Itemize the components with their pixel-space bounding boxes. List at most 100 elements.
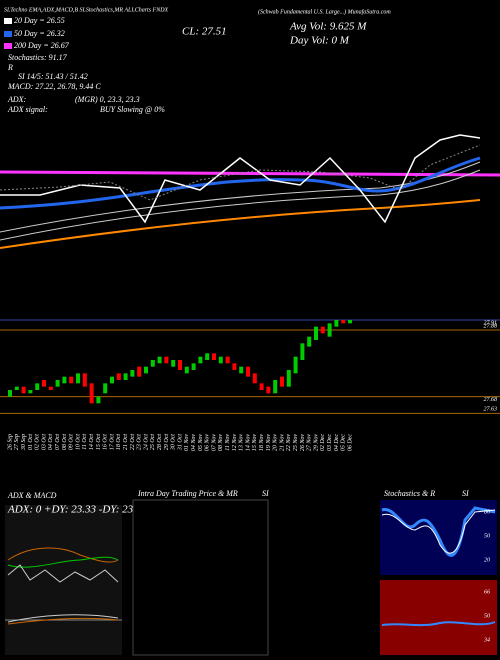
x-tick-label: 06 Nov [205,434,211,452]
candle-body [184,366,189,374]
legend-label: 20 Day = 26.55 [14,16,65,25]
volume-text: Avg Vol: 9.625 M [289,21,367,33]
candle-body [191,363,196,370]
candle-body [14,386,19,390]
candle-body [55,380,60,387]
candle-body [280,376,284,387]
rsi-tick: 34 [483,636,490,643]
x-tick-label: 03 Oct [41,434,47,450]
x-tick-label: 25 Oct [150,434,156,450]
x-tick-label: 17 Oct [109,434,115,450]
candle-body [314,326,318,340]
x-tick-label: 10 Oct [75,434,81,450]
y-tick-label: 27.68 [484,397,498,403]
candle-body [103,383,108,394]
x-tick-label: 23 Oct [137,434,143,450]
x-tick-label: 04 Oct [47,434,54,450]
y-tick-label: 27.91 [484,320,498,326]
header-text: SLTechno EMA,ADX,MACD,B SLStochastics,MR… [4,7,169,13]
candle-body [130,370,135,377]
rsi-tick: 66 [484,589,490,595]
adx-line [7,556,119,568]
info-text: R [7,63,13,72]
x-tick-label: 02 Oct [35,434,41,450]
x-tick-label: 04 Nov [190,434,197,452]
candle-body [123,373,128,380]
info-text: MACD: 27.22, 26.78, 9.44 C [7,82,101,91]
rsi-tick: 50 [484,613,490,619]
candle-body [341,320,346,324]
x-tick-label: 29 Nov [313,434,319,452]
x-tick-label: 16 Oct [103,434,109,450]
candle-body [144,366,148,374]
x-tick-label: 22 Oct [130,434,136,450]
info-text: ADX: [7,95,27,104]
candle-body [212,353,216,360]
adx-line [7,547,119,563]
intraday-panel [132,499,269,656]
rsi-panel [380,580,497,655]
candle-body [218,356,223,364]
x-tick-label: 02 Dec [320,434,326,451]
candle-body [300,343,305,360]
macd-line [7,617,119,625]
candle-body [205,353,210,360]
macd-line [7,614,119,623]
x-tick-label: 05 Nov [198,434,204,452]
x-tick-label: 27 Nov [307,434,313,452]
candle-body [21,386,26,394]
x-tick-label: 18 Oct [116,434,122,450]
x-tick-label: 19 Nov [266,434,272,452]
x-tick-label: 01 Oct [28,434,34,450]
candle-body [266,386,271,394]
adx-line [7,564,119,583]
x-tick-label: 11 Oct [82,434,88,450]
candle-body [76,373,80,384]
indicator-lines [0,134,500,249]
x-tick-label: 14 Oct [88,434,95,450]
candle-body [137,366,142,377]
x-tick-label: 01 Nov [184,434,190,452]
source-text: (Schwab Fundamental U.S. Large...) Munaf… [258,8,391,15]
candle-body [8,390,12,397]
info-text: SI 14/5: 51.43 / 51.42 [18,72,88,81]
x-tick-label: 07 Oct [55,434,61,450]
volume-text: Day Vol: 0 M [289,35,350,47]
x-tick-label: 26 Sep [7,434,13,450]
candle-body [198,356,203,364]
candle-body [293,356,298,374]
candle-body [96,396,101,404]
x-tick-label: 13 Nov [239,434,245,452]
band-line [0,161,481,233]
x-tick-label: 11 Nov [225,434,231,451]
ma-line [0,156,481,210]
x-tick-label: 29 Oct [164,434,170,450]
candle-body [116,373,121,380]
candle-body [286,370,291,387]
panel-title: ADX & MACD [7,491,57,500]
x-tick-label: 30 Oct [171,434,177,451]
candle-body [246,366,250,377]
panel-title: SI [462,489,469,498]
x-tick-label: 21 Nov [279,434,285,452]
candle-body [82,373,87,387]
x-tick-label: 08 Oct [62,434,68,450]
candle-body [232,363,237,370]
candle-body [62,376,67,384]
candle-body [327,323,332,337]
candle-body [178,360,182,370]
x-tick-label: 09 Oct [69,434,75,450]
x-tick-label: 18 Nov [259,434,265,452]
candle-body [171,360,176,367]
info-text: ADX signal: [7,105,48,114]
info-text: Stochastics: 91.17 [8,53,68,62]
candle-body [334,320,339,327]
x-tick-label: 27 Sep [14,434,20,450]
x-tick-label: 15 Nov [252,434,258,452]
panel-label: ADX: 0 +DY: 23.33 -DY: 23.33 [7,504,147,516]
x-tick-label: 26 Nov [300,434,306,452]
info-text: BUY Slowing @ 0% [100,105,165,114]
legend-swatch [4,31,12,37]
candle-body [150,360,155,367]
